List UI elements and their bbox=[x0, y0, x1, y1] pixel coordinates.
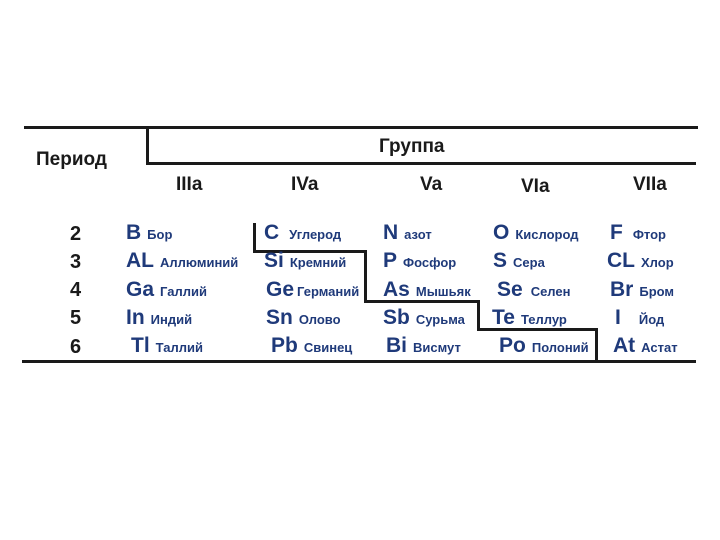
element-symbol: Sn bbox=[266, 306, 293, 329]
element-cell: Se Селен bbox=[497, 279, 570, 300]
bottom-rule bbox=[22, 360, 696, 363]
element-name: Индий bbox=[150, 312, 193, 327]
element-name: Хлор bbox=[641, 255, 674, 270]
element-symbol: Sb bbox=[383, 306, 410, 329]
top-rule bbox=[24, 126, 698, 129]
period-header: Период bbox=[36, 149, 107, 170]
element-cell: At Астат bbox=[613, 335, 678, 356]
element-name: Теллур bbox=[520, 312, 567, 327]
staircase-v1 bbox=[253, 223, 256, 253]
element-name: азот bbox=[404, 227, 432, 242]
element-symbol: P bbox=[383, 249, 398, 272]
element-name: Бром bbox=[639, 284, 675, 299]
element-symbol: N bbox=[383, 221, 399, 244]
element-name: Фосфор bbox=[403, 255, 457, 270]
element-cell: As Мышьяк bbox=[383, 279, 471, 300]
group-label-VIa: VIa bbox=[521, 176, 550, 197]
element-name: Полоний bbox=[531, 340, 589, 355]
element-symbol: C bbox=[264, 221, 280, 244]
element-symbol: As bbox=[383, 278, 410, 301]
element-symbol: Se bbox=[497, 278, 523, 301]
element-name: Висмут bbox=[413, 340, 461, 355]
staircase-v4 bbox=[595, 328, 598, 360]
element-name: Кислород bbox=[515, 227, 579, 242]
element-cell: O Кислород bbox=[493, 222, 579, 243]
element-symbol: S bbox=[493, 249, 508, 272]
element-cell: Pb Свинец bbox=[271, 335, 352, 356]
element-cell: CL Хлор bbox=[607, 250, 674, 271]
element-symbol: I bbox=[615, 306, 621, 329]
element-name: Германий bbox=[297, 284, 360, 299]
element-cell: F Фтор bbox=[610, 222, 666, 243]
element-name: Сурьма bbox=[415, 312, 465, 327]
element-cell: Tl Таллий bbox=[131, 335, 203, 356]
element-name: Фтор bbox=[632, 227, 667, 242]
element-cell: P Фосфор bbox=[383, 250, 456, 271]
staircase-h3 bbox=[477, 328, 597, 331]
element-name: Углерод bbox=[289, 227, 342, 242]
element-name: Бор bbox=[147, 227, 173, 242]
element-cell: In Индий bbox=[126, 307, 192, 328]
element-cell: Ga Галлий bbox=[126, 279, 207, 300]
group-bracket-left bbox=[146, 126, 149, 163]
element-symbol: F bbox=[610, 221, 623, 244]
group-label-Va: Va bbox=[420, 174, 443, 195]
element-name: Селен bbox=[530, 284, 571, 299]
element-cell: Si Кремний bbox=[264, 250, 346, 271]
staircase-v3 bbox=[477, 300, 480, 330]
element-symbol: Pb bbox=[271, 334, 298, 357]
element-cell: Sb Сурьма bbox=[383, 307, 465, 328]
group-label-VIIa: VIIa bbox=[633, 174, 667, 195]
period-number: 3 bbox=[70, 251, 82, 273]
group-bracket-bottom bbox=[146, 162, 696, 165]
element-name: Свинец bbox=[303, 340, 353, 355]
group-label-IVa: IVa bbox=[291, 174, 319, 195]
element-symbol: CL bbox=[607, 249, 635, 272]
group-header: Группа bbox=[379, 136, 445, 157]
element-symbol: In bbox=[126, 306, 145, 329]
period-number: 6 bbox=[70, 336, 82, 358]
group-label-IIIa: IIIa bbox=[176, 174, 203, 195]
staircase-v2 bbox=[364, 250, 367, 302]
staircase-h1 bbox=[253, 250, 366, 253]
element-symbol: AL bbox=[126, 249, 154, 272]
element-symbol: O bbox=[493, 221, 510, 244]
element-symbol: Ga bbox=[126, 278, 155, 301]
period-number: 4 bbox=[70, 279, 82, 301]
element-name: Мышьяк bbox=[415, 284, 471, 299]
element-name: Галлий bbox=[160, 284, 207, 299]
element-name: Кремний bbox=[289, 255, 347, 270]
element-name: Таллий bbox=[155, 340, 204, 355]
element-cell: Po Полоний bbox=[499, 335, 589, 356]
element-name: Олово bbox=[298, 312, 341, 327]
element-symbol: Si bbox=[264, 249, 284, 272]
element-cell: Te Теллур bbox=[492, 307, 567, 328]
staircase-h2 bbox=[364, 300, 479, 303]
element-cell: Ge Германий bbox=[266, 279, 359, 300]
element-symbol: B bbox=[126, 221, 142, 244]
element-name: Астат bbox=[641, 340, 678, 355]
element-name: Сера bbox=[513, 255, 545, 270]
element-name: Аллюминий bbox=[160, 255, 239, 270]
element-cell: Br Бром bbox=[610, 279, 674, 300]
period-number: 2 bbox=[70, 223, 82, 245]
element-cell: Bi Висмут bbox=[386, 335, 461, 356]
element-symbol: Bi bbox=[386, 334, 407, 357]
element-cell: C Углерод bbox=[264, 222, 341, 243]
element-cell: B Бор bbox=[126, 222, 172, 243]
element-symbol: At bbox=[613, 334, 636, 357]
element-cell: I Йод bbox=[615, 307, 664, 328]
element-symbol: Te bbox=[492, 306, 515, 329]
element-name: Йод bbox=[638, 312, 665, 327]
element-cell: Sn Олово bbox=[266, 307, 341, 328]
element-symbol: Ge bbox=[266, 278, 295, 301]
element-symbol: Po bbox=[499, 334, 526, 357]
element-symbol: Tl bbox=[131, 334, 150, 357]
period-number: 5 bbox=[70, 307, 82, 329]
element-cell: S Сера bbox=[493, 250, 545, 271]
element-cell: AL Аллюминий bbox=[126, 250, 238, 271]
element-symbol: Br bbox=[610, 278, 634, 301]
